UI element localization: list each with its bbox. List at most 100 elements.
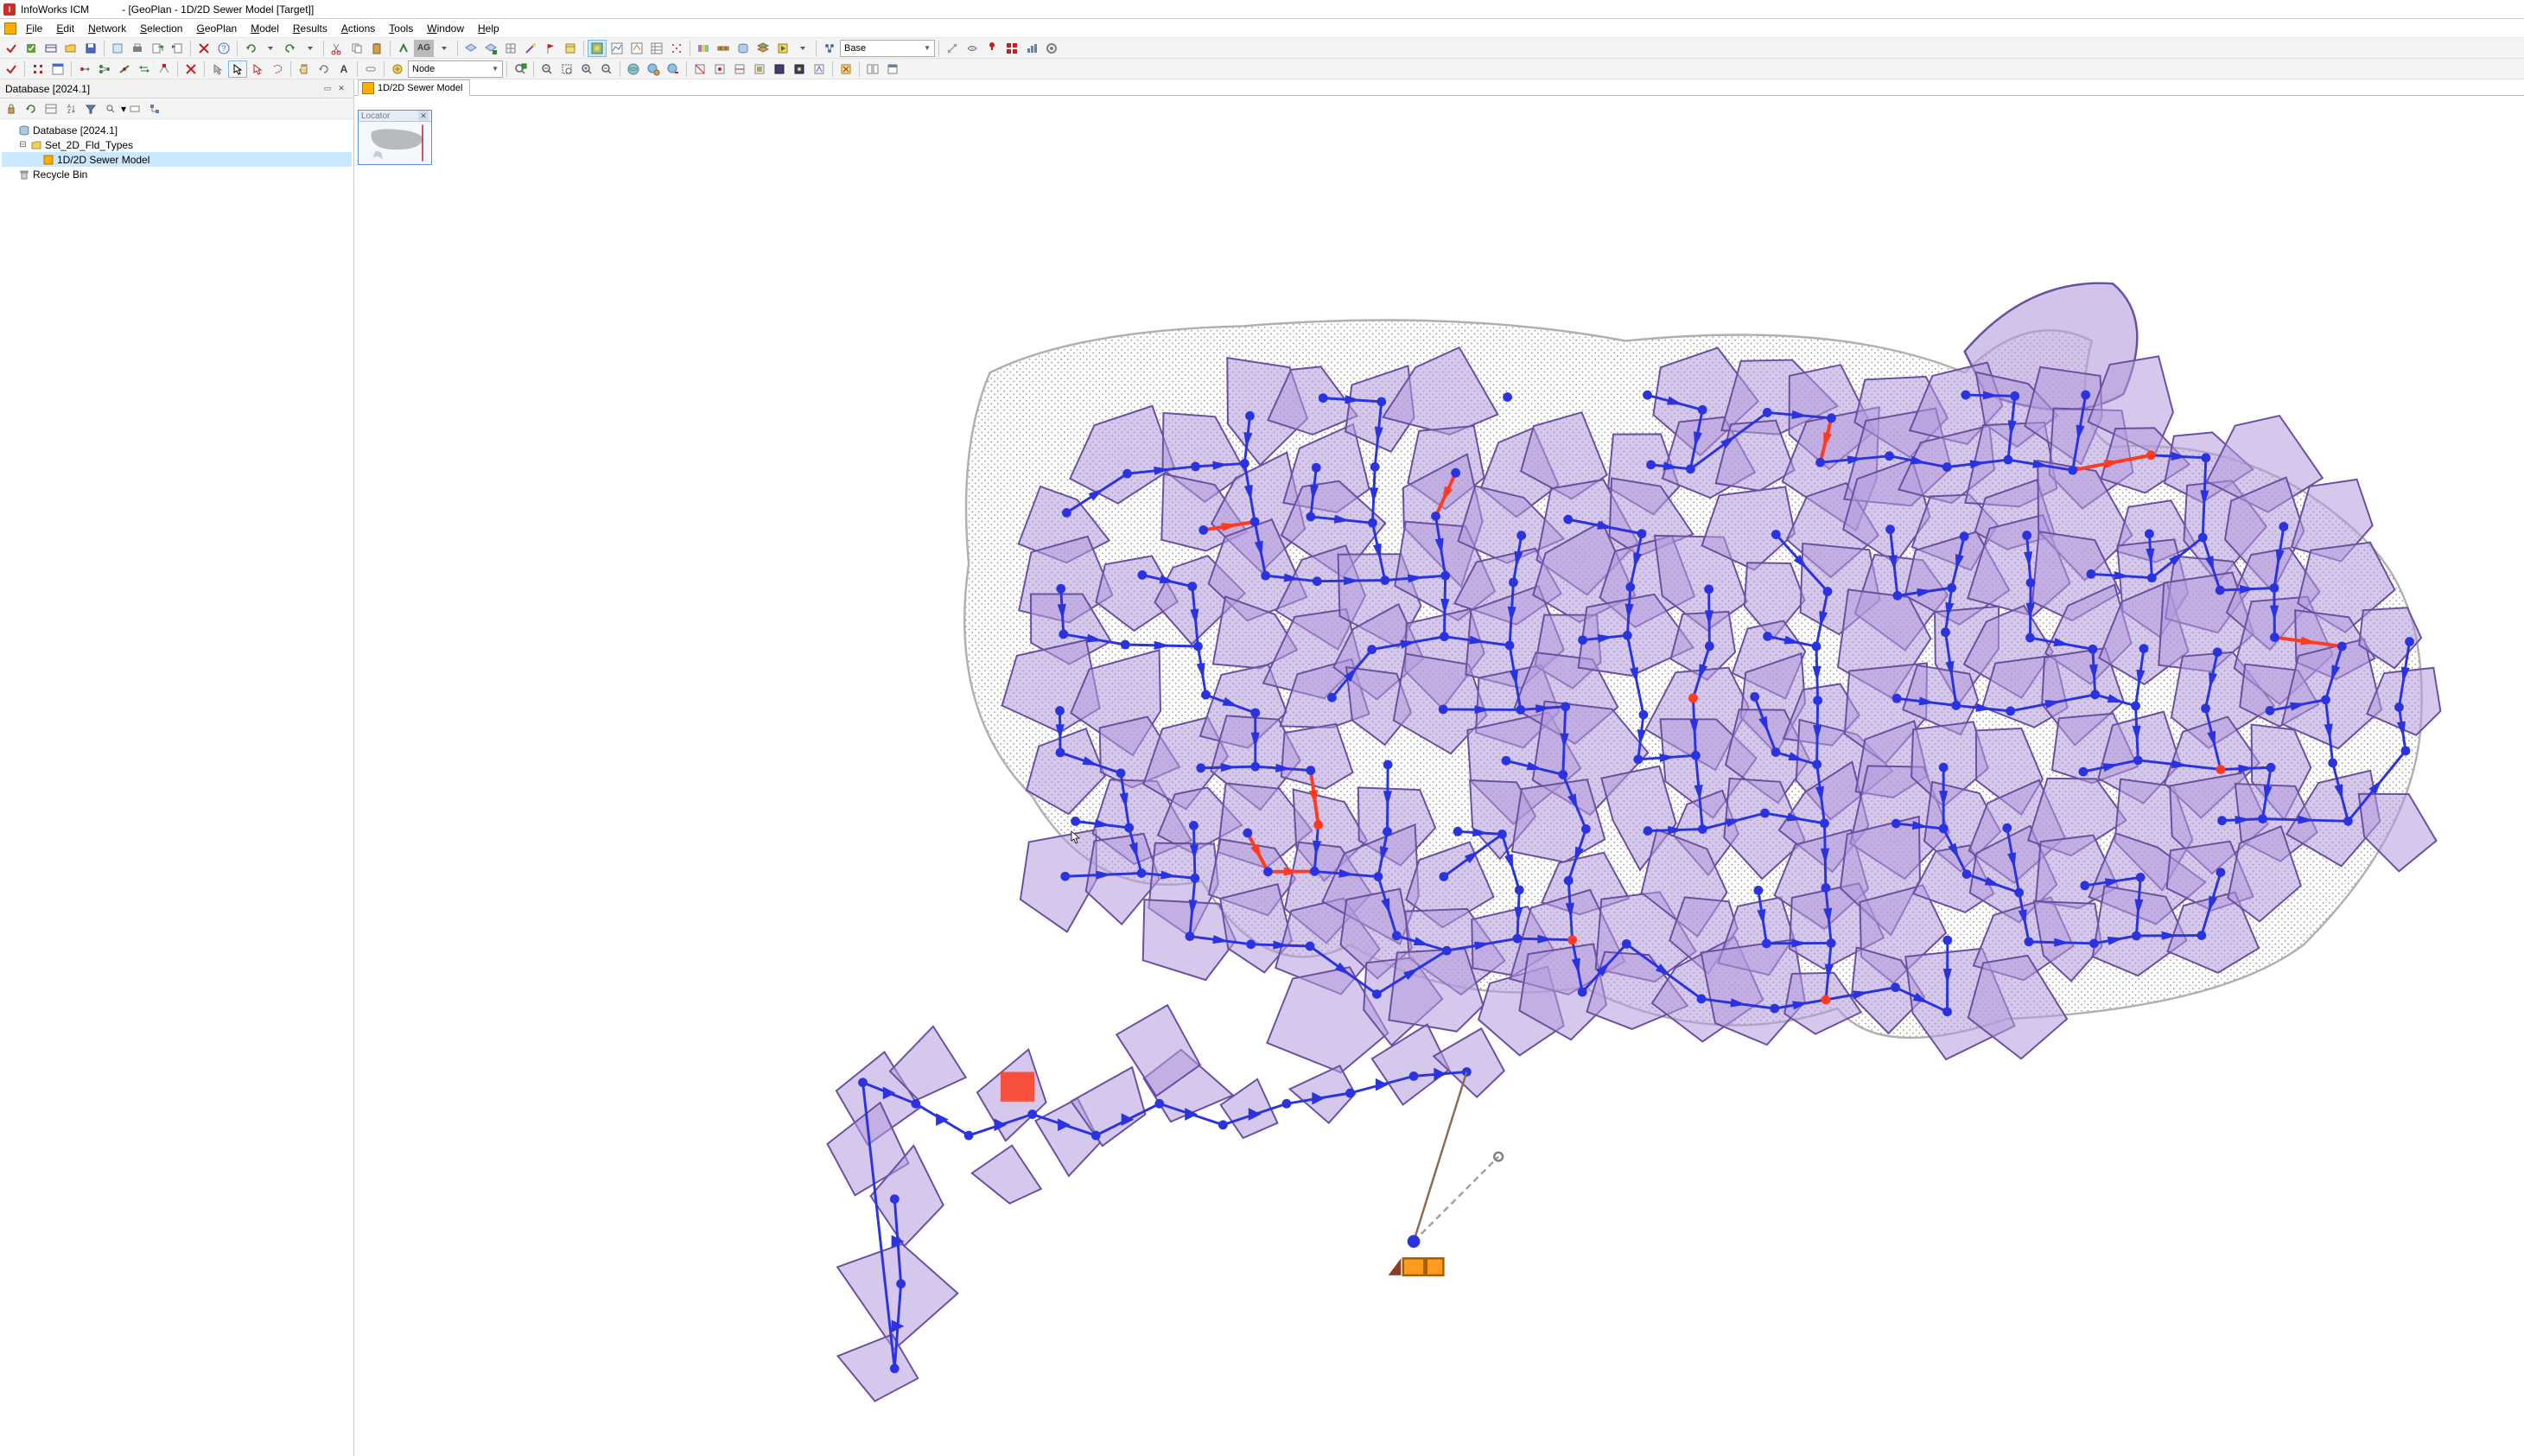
timeline-icon[interactable] bbox=[714, 40, 733, 57]
3d-view-icon[interactable] bbox=[627, 40, 646, 57]
grid-view-icon[interactable] bbox=[1002, 40, 1021, 57]
layer-add-icon[interactable] bbox=[481, 40, 500, 57]
cylinder-icon[interactable] bbox=[734, 40, 753, 57]
tick-icon[interactable] bbox=[2, 60, 21, 78]
scenario-icon[interactable] bbox=[820, 40, 839, 57]
pin-icon[interactable] bbox=[982, 40, 1001, 57]
zoom-in-icon[interactable] bbox=[577, 60, 596, 78]
tree-row[interactable]: Database [2024.1] bbox=[2, 123, 352, 137]
scenario-dropdown[interactable]: Base ▼ bbox=[840, 40, 935, 57]
geoplan-window-icon[interactable] bbox=[588, 40, 607, 57]
window-split-icon[interactable] bbox=[863, 60, 882, 78]
undo-icon[interactable] bbox=[241, 40, 260, 57]
reverse-icon[interactable] bbox=[135, 60, 154, 78]
locator-close-icon[interactable]: ✕ bbox=[418, 111, 429, 121]
geoplan-canvas[interactable]: Locator ✕ 500 m bbox=[354, 96, 2524, 1456]
menu-geoplan[interactable]: GeoPlan bbox=[189, 19, 244, 37]
db-grid-icon[interactable] bbox=[41, 100, 60, 118]
menu-results[interactable]: Results bbox=[286, 19, 334, 37]
menu-model[interactable]: Model bbox=[244, 19, 286, 37]
locator-header[interactable]: Locator ✕ bbox=[359, 111, 431, 122]
paste-icon[interactable] bbox=[367, 40, 386, 57]
text-style-dropdown-icon[interactable] bbox=[435, 40, 454, 57]
undo-dropdown-icon[interactable] bbox=[261, 40, 280, 57]
database-tree[interactable]: Database [2024.1]⊟Set_2D_Fld_Types1D/2D … bbox=[0, 119, 353, 1456]
minimize-panel-icon[interactable]: ▭ bbox=[321, 83, 334, 95]
zoom-ext-icon[interactable] bbox=[537, 60, 556, 78]
theme-icon[interactable] bbox=[694, 40, 713, 57]
open-icon[interactable] bbox=[61, 40, 80, 57]
chart-icon[interactable] bbox=[1022, 40, 1041, 57]
close-panel-icon[interactable]: ✕ bbox=[334, 83, 348, 95]
polygon-sel-icon[interactable] bbox=[248, 60, 267, 78]
db-view-icon[interactable] bbox=[125, 100, 144, 118]
tree-toggle-icon[interactable]: ⊟ bbox=[18, 140, 28, 149]
menu-file[interactable]: File bbox=[19, 19, 49, 37]
tree-row[interactable]: Recycle Bin bbox=[2, 167, 352, 181]
properties-window-icon[interactable] bbox=[48, 60, 67, 78]
menu-edit[interactable]: Edit bbox=[49, 19, 81, 37]
save-icon[interactable] bbox=[81, 40, 100, 57]
layers-stack-icon[interactable] bbox=[753, 40, 772, 57]
find-icon[interactable] bbox=[511, 60, 530, 78]
redo-dropdown-icon[interactable] bbox=[301, 40, 320, 57]
new-object-icon[interactable] bbox=[388, 60, 407, 78]
pointer-dim-icon[interactable] bbox=[208, 60, 227, 78]
rotate-icon[interactable] bbox=[315, 60, 334, 78]
grid-icon[interactable] bbox=[501, 40, 520, 57]
help-icon[interactable]: ? bbox=[214, 40, 233, 57]
flag-icon[interactable] bbox=[541, 40, 560, 57]
menu-actions[interactable]: Actions bbox=[334, 19, 382, 37]
new-network-icon[interactable] bbox=[108, 40, 127, 57]
menu-tools[interactable]: Tools bbox=[382, 19, 420, 37]
redo-icon[interactable] bbox=[281, 40, 300, 57]
grid-results-icon[interactable] bbox=[647, 40, 666, 57]
menu-window[interactable]: Window bbox=[420, 19, 471, 37]
object-type-dropdown[interactable]: Node ▼ bbox=[408, 60, 503, 78]
cut-icon[interactable] bbox=[327, 40, 346, 57]
properties-icon[interactable] bbox=[561, 40, 580, 57]
import-icon[interactable] bbox=[168, 40, 187, 57]
edit-vertex-icon[interactable] bbox=[155, 60, 174, 78]
window-single-icon[interactable] bbox=[883, 60, 902, 78]
lasso-sel-icon[interactable] bbox=[268, 60, 287, 78]
wizard-icon[interactable] bbox=[521, 40, 540, 57]
snap-icon[interactable] bbox=[29, 60, 48, 78]
settings-icon[interactable] bbox=[1042, 40, 1061, 57]
db-filter-icon[interactable] bbox=[81, 100, 100, 118]
overlay-b-icon[interactable] bbox=[730, 60, 749, 78]
layer-icon[interactable] bbox=[461, 40, 480, 57]
tree-row[interactable]: 1D/2D Sewer Model bbox=[2, 152, 352, 167]
tree-row[interactable]: ⊟Set_2D_Fld_Types bbox=[2, 137, 352, 152]
zoom-sel-icon[interactable] bbox=[557, 60, 576, 78]
overlay-f-icon[interactable] bbox=[810, 60, 829, 78]
globe-link-icon[interactable] bbox=[664, 60, 683, 78]
overlay-c-icon[interactable] bbox=[750, 60, 769, 78]
locator-window[interactable]: Locator ✕ bbox=[358, 110, 432, 165]
run-dropdown-icon[interactable] bbox=[793, 40, 812, 57]
menu-help[interactable]: Help bbox=[471, 19, 506, 37]
overlay-e-icon[interactable] bbox=[790, 60, 809, 78]
merge-icon[interactable] bbox=[95, 60, 114, 78]
move-node-icon[interactable] bbox=[75, 60, 94, 78]
text-style-button[interactable]: AG bbox=[414, 40, 434, 57]
db-lock-icon[interactable] bbox=[2, 100, 21, 118]
run-icon[interactable] bbox=[773, 40, 792, 57]
commit-icon[interactable] bbox=[22, 40, 41, 57]
overlay-a-icon[interactable] bbox=[710, 60, 729, 78]
split-link-icon[interactable] bbox=[115, 60, 134, 78]
text-annot-icon[interactable]: A bbox=[334, 60, 353, 78]
label-icon[interactable] bbox=[361, 60, 380, 78]
view-tab-model[interactable]: 1D/2D Sewer Model bbox=[358, 79, 470, 96]
db-find-icon[interactable] bbox=[101, 100, 120, 118]
measure-icon[interactable] bbox=[943, 40, 962, 57]
delete-icon[interactable] bbox=[194, 40, 213, 57]
highlight-icon[interactable] bbox=[394, 40, 413, 57]
db-sort-icon[interactable]: AZ bbox=[61, 100, 80, 118]
globe-gear-icon[interactable] bbox=[644, 60, 663, 78]
overlay-d-icon[interactable] bbox=[770, 60, 789, 78]
globe-icon[interactable] bbox=[624, 60, 643, 78]
db-tree-icon[interactable] bbox=[145, 100, 164, 118]
pointer-icon[interactable] bbox=[228, 60, 247, 78]
menu-selection[interactable]: Selection bbox=[133, 19, 189, 37]
